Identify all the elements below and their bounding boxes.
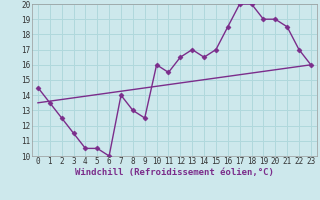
X-axis label: Windchill (Refroidissement éolien,°C): Windchill (Refroidissement éolien,°C)	[75, 168, 274, 177]
